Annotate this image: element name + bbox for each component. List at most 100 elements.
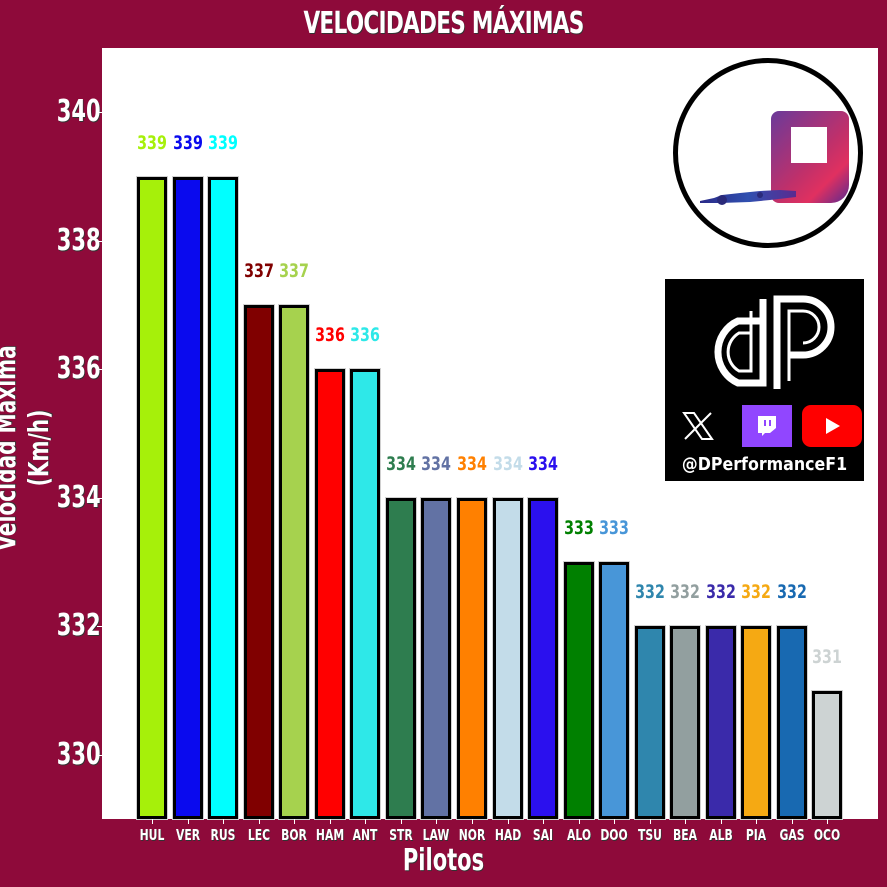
x-tick-mark xyxy=(685,819,687,824)
data-label: 337 xyxy=(279,260,310,282)
y-tick-label: 332 xyxy=(56,608,101,644)
bar-alo xyxy=(562,561,595,820)
x-tick-label: ALB xyxy=(709,826,733,844)
x-tick-label: BEA xyxy=(673,826,698,844)
x-tick-mark xyxy=(720,819,722,824)
dperformance-logo: @DPerformanceF1 xyxy=(665,279,864,481)
x-tick-mark xyxy=(614,819,616,824)
x-tick-mark xyxy=(649,819,651,824)
y-tick-mark xyxy=(97,240,102,242)
x-tick-label: HUL xyxy=(139,826,165,844)
data-label: 331 xyxy=(812,645,843,668)
x-tick-label: VER xyxy=(175,826,200,844)
x-tick-label: ANT xyxy=(352,826,378,844)
data-label: 336 xyxy=(314,324,345,347)
x-tick-mark xyxy=(187,819,189,824)
bar-alb xyxy=(704,625,737,820)
x-tick-mark xyxy=(365,819,367,824)
bar-law xyxy=(420,496,453,821)
x-tick-mark xyxy=(756,819,758,824)
y-tick-label: 338 xyxy=(56,222,101,258)
y-tick-mark xyxy=(97,497,102,499)
x-tick-label: HAM xyxy=(315,826,344,844)
data-label: 334 xyxy=(421,452,452,475)
social-handle: @DPerformanceF1 xyxy=(681,454,848,475)
data-label: 334 xyxy=(528,452,558,475)
bar-nor xyxy=(455,496,488,821)
x-tick-label: TSU xyxy=(637,826,662,844)
data-label: 333 xyxy=(563,517,594,539)
x-tick-mark xyxy=(436,819,438,824)
y-tick-mark xyxy=(97,369,102,371)
x-axis-label: Pilotos xyxy=(402,843,485,878)
data-label: 332 xyxy=(634,581,665,604)
bar-tsu xyxy=(633,625,666,820)
x-tick-label: NOR xyxy=(458,826,486,844)
data-label: 332 xyxy=(705,581,736,604)
x-tick-mark xyxy=(294,819,296,824)
twitch-icon xyxy=(742,405,792,447)
x-tick-label: BOR xyxy=(281,826,308,844)
bar-lec xyxy=(242,304,275,820)
x-tick-label: SAI xyxy=(532,826,554,844)
bar-ham xyxy=(313,368,346,820)
bar-bor xyxy=(278,304,311,820)
data-label: 339 xyxy=(137,131,167,154)
x-tick-label: OCO xyxy=(814,826,841,844)
f1-car-icon xyxy=(700,190,796,205)
x-tick-label: ALO xyxy=(566,826,591,844)
x-tick-mark xyxy=(578,819,580,824)
x-tick-mark xyxy=(543,819,545,824)
y-tick-label: 330 xyxy=(56,736,101,772)
data-label: 337 xyxy=(243,260,274,282)
dp-monogram-icon xyxy=(714,295,835,389)
x-tick-label: LEC xyxy=(247,826,270,844)
y-axis-label: Velocidad Máxima (Km/h) xyxy=(0,345,55,551)
data-label: 334 xyxy=(457,452,487,475)
data-label: 334 xyxy=(385,452,416,475)
x-tick-mark xyxy=(223,819,225,824)
x-tick-label: STR xyxy=(389,826,413,844)
x-tick-label: PIA xyxy=(746,826,767,844)
bar-gas xyxy=(775,625,808,820)
x-tick-mark xyxy=(152,819,153,824)
data-label: 333 xyxy=(599,517,630,539)
brand-logo-circle xyxy=(673,58,863,248)
bar-bea xyxy=(669,625,702,820)
data-label: 339 xyxy=(172,131,203,154)
chart-title: VELOCIDADES MÁXIMAS xyxy=(303,6,584,41)
bar-oco xyxy=(811,689,844,820)
y-tick-mark xyxy=(97,112,102,114)
x-tick-label: GAS xyxy=(779,826,805,844)
youtube-icon xyxy=(802,405,862,447)
x-icon xyxy=(675,405,721,447)
g-logo-icon xyxy=(771,111,849,203)
bar-pia xyxy=(740,625,773,820)
x-tick-label: LAW xyxy=(423,826,450,844)
bar-doo xyxy=(598,561,631,820)
x-tick-label: RUS xyxy=(210,826,236,844)
x-tick-label: DOO xyxy=(600,826,628,844)
bar-ver xyxy=(171,175,204,820)
x-tick-mark xyxy=(471,819,473,824)
bar-sai xyxy=(527,496,560,821)
y-tick-mark xyxy=(97,626,102,628)
bar-ant xyxy=(349,368,382,820)
data-label: 336 xyxy=(350,324,381,347)
x-tick-mark xyxy=(400,819,402,824)
data-label: 332 xyxy=(777,581,807,604)
bar-str xyxy=(384,496,417,821)
bar-had xyxy=(491,496,524,821)
x-tick-mark xyxy=(827,819,829,824)
y-tick-label: 334 xyxy=(56,479,101,515)
x-tick-mark xyxy=(329,819,331,824)
y-tick-mark xyxy=(97,754,102,756)
x-tick-mark xyxy=(507,819,509,824)
bar-rus xyxy=(207,175,240,820)
x-tick-mark xyxy=(791,819,793,824)
data-label: 339 xyxy=(208,131,238,154)
data-label: 332 xyxy=(741,581,772,604)
y-tick-label: 340 xyxy=(56,94,101,130)
bar-hul xyxy=(136,175,168,820)
x-tick-label: HAD xyxy=(494,826,521,844)
